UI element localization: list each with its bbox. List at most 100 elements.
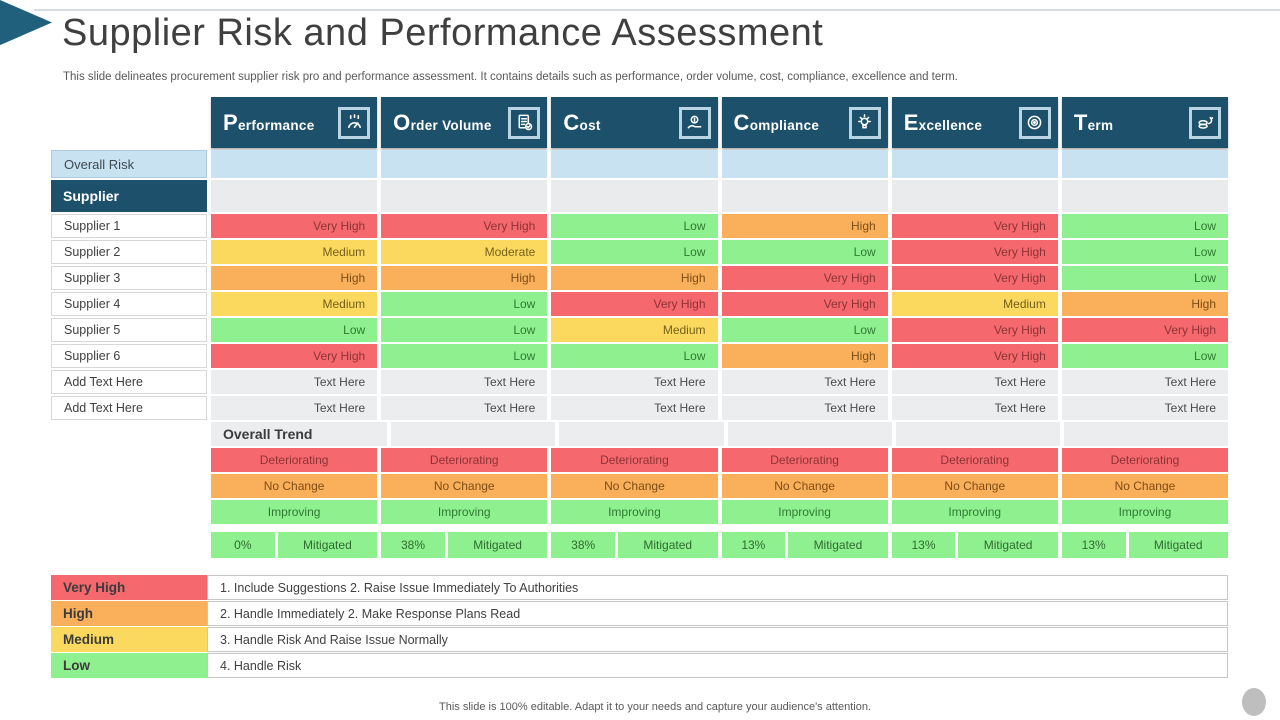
trend-cell: Improving (211, 500, 378, 524)
mitigated-label: Mitigated (277, 532, 378, 558)
trend-cell: Improving (551, 500, 718, 524)
risk-cell: Very High (891, 266, 1058, 290)
text-here-placeholder[interactable]: Text Here (551, 370, 718, 394)
risk-cell: Low (551, 214, 718, 238)
table-header-row: Performance Order Volume (51, 97, 1229, 148)
risk-assessment-table: Performance Order Volume (51, 97, 1229, 558)
column-header-label: Cost (563, 109, 601, 135)
risk-cell: Very High (211, 344, 378, 368)
risk-cell: Low (551, 240, 718, 264)
gauge-icon (338, 106, 371, 139)
legend-description: 3. Handle Risk And Raise Issue Normally (207, 627, 1228, 652)
overall-trend-row: Overall Trend (51, 422, 1229, 446)
trend-cell: Deteriorating (891, 448, 1058, 472)
risk-cell: Low (211, 318, 378, 342)
mitigated-percent: 0% (211, 532, 275, 558)
risk-cell: Medium (211, 240, 378, 264)
supplier-name-label: Supplier 1 (51, 214, 207, 238)
trend-row: No Change No Change No Change No Change No C… (51, 474, 1229, 498)
risk-cell: Low (381, 318, 548, 342)
legend-key: Low (51, 653, 207, 678)
overall-trend-cell (1063, 422, 1229, 446)
text-here-placeholder[interactable]: Text Here (1061, 396, 1229, 420)
add-text-placeholder[interactable]: Add Text Here (51, 396, 207, 420)
table-row: Supplier 4 Medium Low Very High Very High Med… (51, 292, 1229, 316)
supplier-name-label: Supplier 6 (51, 344, 207, 368)
mitigated-percent: 13% (721, 532, 786, 558)
risk-cell: Moderate (381, 240, 548, 264)
column-header-compliance: Compliance (721, 97, 888, 148)
risk-cell: Low (1061, 266, 1229, 290)
trend-cell: Improving (1061, 500, 1229, 524)
supplier-name-label: Supplier 5 (51, 318, 207, 342)
column-header-label: Order Volume (393, 109, 492, 135)
overall-risk-cell (211, 150, 378, 178)
overall-risk-cell (381, 150, 548, 178)
column-header-order-volume: Order Volume (381, 97, 548, 148)
trend-cell: Improving (721, 500, 888, 524)
risk-cell: High (551, 266, 718, 290)
trend-cell: No Change (551, 474, 718, 498)
risk-cell: Low (1061, 214, 1229, 238)
trend-cell: No Change (211, 474, 378, 498)
coins-icon (1189, 106, 1222, 139)
legend-description: 1. Include Suggestions 2. Raise Issue Im… (207, 575, 1228, 600)
table-row: Supplier 6 Very High Low Low High Very High Lo… (51, 344, 1229, 368)
table-row: Add Text Here Text Here Text Here Text Here… (51, 396, 1229, 420)
trend-row: Deteriorating Deteriorating Deteriorating D… (51, 448, 1229, 472)
supplier-name-label: Supplier 2 (51, 240, 207, 264)
trend-cell: Improving (891, 500, 1058, 524)
text-here-placeholder[interactable]: Text Here (1061, 370, 1229, 394)
legend-description: 4. Handle Risk (207, 653, 1228, 678)
spacer-row (51, 526, 1228, 530)
trend-cell: Deteriorating (381, 448, 548, 472)
legend-key: High (51, 601, 207, 626)
text-here-placeholder[interactable]: Text Here (381, 370, 548, 394)
trend-spacer (51, 474, 207, 498)
add-text-placeholder[interactable]: Add Text Here (51, 370, 207, 394)
mitigated-percent: 38% (551, 532, 615, 558)
risk-cell: Low (381, 344, 548, 368)
cost-hand-icon (678, 106, 711, 139)
trend-cell: No Change (891, 474, 1058, 498)
trend-cell: Deteriorating (721, 448, 888, 472)
risk-cell: Low (551, 344, 718, 368)
trend-spacer (51, 422, 207, 446)
text-here-placeholder[interactable]: Text Here (721, 370, 888, 394)
mitigated-label: Mitigated (617, 532, 718, 558)
text-here-placeholder[interactable]: Text Here (891, 396, 1058, 420)
text-here-placeholder[interactable]: Text Here (211, 396, 378, 420)
page-subtitle: This slide delineates procurement suppli… (63, 71, 958, 83)
column-header-label: Compliance (733, 109, 820, 135)
text-here-placeholder[interactable]: Text Here (551, 396, 718, 420)
page-dot-shape (1242, 688, 1266, 716)
table-row: Supplier 3 High High High Very High Very High… (51, 266, 1229, 290)
trend-cell: No Change (1061, 474, 1229, 498)
text-here-placeholder[interactable]: Text Here (721, 396, 888, 420)
legend-row-very-high: Very High 1. Include Suggestions 2. Rais… (51, 575, 1228, 600)
column-header-performance: Performance (211, 97, 378, 148)
mitigated-percent: 13% (891, 532, 956, 558)
risk-cell: Very High (551, 292, 718, 316)
risk-cell: Very High (891, 214, 1058, 238)
mitigated-cell: 38% Mitigated (551, 532, 718, 558)
risk-cell: Very High (1061, 318, 1229, 342)
risk-cell: Medium (551, 318, 718, 342)
page-title: Supplier Risk and Performance Assessment (62, 12, 824, 54)
supplier-section-row: Supplier (51, 180, 1229, 212)
legend-key: Very High (51, 575, 207, 600)
trend-cell: Deteriorating (211, 448, 378, 472)
text-here-placeholder[interactable]: Text Here (891, 370, 1058, 394)
text-here-placeholder[interactable]: Text Here (211, 370, 378, 394)
supplier-section-cell (1061, 180, 1229, 212)
table-row: Supplier 1 Very High Very High Low High Very … (51, 214, 1229, 238)
supplier-section-cell (891, 180, 1058, 212)
supplier-section-cell (551, 180, 718, 212)
header-spacer (51, 97, 207, 148)
risk-cell: Very High (891, 318, 1058, 342)
text-here-placeholder[interactable]: Text Here (381, 396, 548, 420)
overall-trend-cell (391, 422, 556, 446)
risk-cell: Low (1061, 240, 1229, 264)
supplier-section-cell (381, 180, 548, 212)
